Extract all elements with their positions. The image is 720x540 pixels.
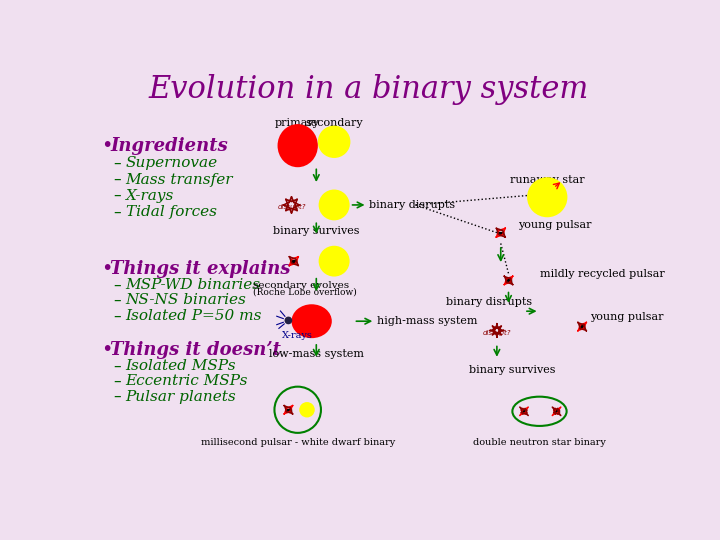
Text: –: – [113,308,121,323]
Text: –: – [113,389,121,404]
Text: Things it explains: Things it explains [110,260,291,278]
Text: young pulsar: young pulsar [518,220,591,230]
Text: binary disrupts: binary disrupts [369,200,455,210]
Text: –: – [113,204,121,219]
Text: Ingredients: Ingredients [110,137,228,154]
Text: binary disrupts: binary disrupts [446,297,532,307]
Text: Supernovae: Supernovae [126,157,217,170]
Text: Mass transfer: Mass transfer [126,173,233,186]
Circle shape [527,177,567,217]
Text: primary: primary [275,118,320,129]
Text: high-mass system: high-mass system [377,316,477,326]
Text: mildly recycled pulsar: mildly recycled pulsar [539,269,665,279]
Bar [286,409,291,411]
Bar [506,279,510,281]
Text: –: – [113,172,121,187]
Text: –: – [113,278,121,293]
Circle shape [318,126,351,158]
Text: Pulsar planets: Pulsar planets [126,390,236,404]
Circle shape [319,190,350,220]
Text: young pulsar: young pulsar [590,312,663,322]
Text: millisecond pulsar - white dwarf binary: millisecond pulsar - white dwarf binary [201,437,395,447]
Text: •: • [101,340,112,359]
Text: –: – [113,293,121,308]
Text: secondary evolves: secondary evolves [253,280,349,289]
Text: runaway star: runaway star [510,176,585,185]
Text: secondary: secondary [305,118,363,129]
Text: disrupt?: disrupt? [277,204,306,210]
Bar [522,410,526,413]
Text: binary survives: binary survives [273,226,359,236]
Text: Eccentric MSPs: Eccentric MSPs [126,374,248,388]
Text: NS-NS binaries: NS-NS binaries [126,293,246,307]
Text: Isolated MSPs: Isolated MSPs [126,359,236,373]
Text: Things it doesn’t: Things it doesn’t [110,341,281,359]
Text: disrupt?: disrupt? [482,330,511,336]
Circle shape [284,316,292,325]
Text: MSP-WD binaries: MSP-WD binaries [126,278,261,292]
Ellipse shape [292,304,332,338]
Text: Tidal forces: Tidal forces [126,205,217,219]
Ellipse shape [277,124,318,167]
Text: Isolated P=50 ms: Isolated P=50 ms [126,309,262,323]
Text: •: • [101,136,112,155]
Text: double neutron star binary: double neutron star binary [473,437,606,447]
Text: X-rays: X-rays [282,332,313,340]
Text: •: • [101,259,112,278]
Bar [292,260,296,262]
Bar [498,232,503,234]
Text: low-mass system: low-mass system [269,348,364,359]
Text: Evolution in a binary system: Evolution in a binary system [149,74,589,105]
Text: –: – [113,188,121,203]
Text: binary survives: binary survives [469,366,556,375]
Bar [554,410,559,413]
Text: X-rays: X-rays [126,188,174,202]
Text: (Roche Lobe overflow): (Roche Lobe overflow) [253,287,356,296]
Text: –: – [113,359,121,373]
Circle shape [319,246,350,276]
Text: –: – [113,374,121,389]
Bar [580,326,585,328]
Text: –: – [113,156,121,171]
Circle shape [300,402,315,417]
